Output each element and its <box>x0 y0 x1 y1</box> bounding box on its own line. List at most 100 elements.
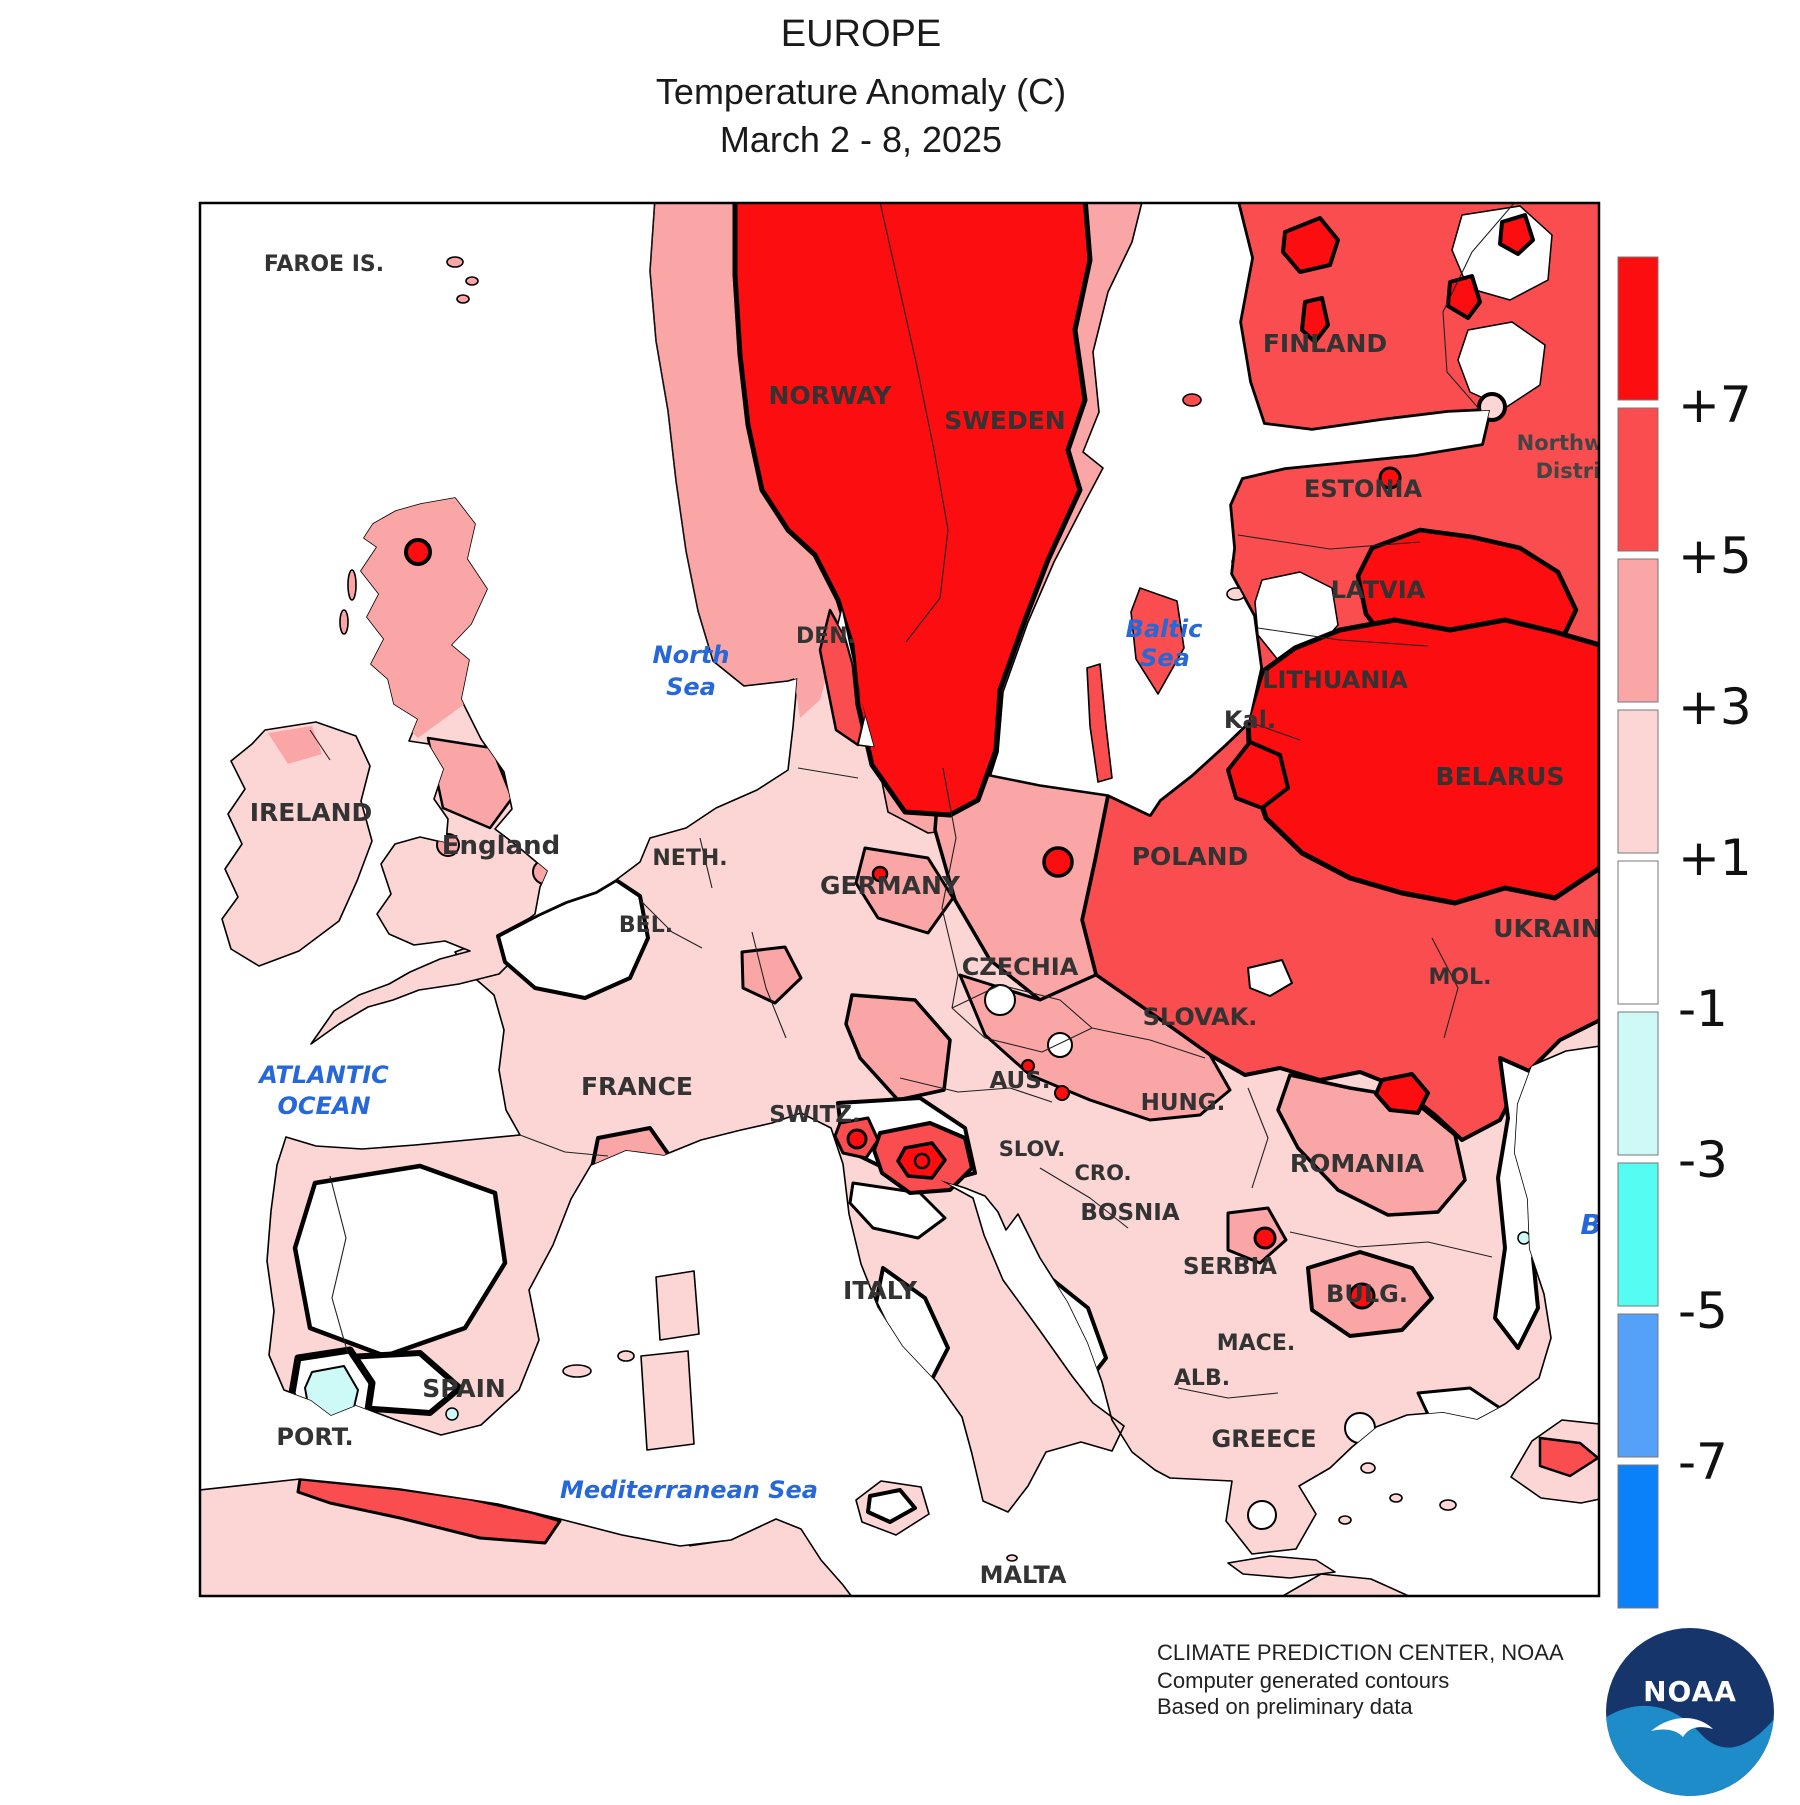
legend-swatch-m3-m5 <box>1617 1162 1659 1307</box>
anomaly-core-finland-1 <box>1281 216 1340 274</box>
label-sweden: SWEDEN <box>944 406 1065 435</box>
anomaly-core-estonia-dot <box>1378 466 1402 490</box>
label-lithuania: LITHUANIA <box>1262 666 1408 694</box>
attribution: CLIMATE PREDICTION CENTER, NOAA Computer… <box>1157 1640 1564 1719</box>
lake-ladoga-region <box>1457 321 1546 409</box>
border-denmark-germany <box>797 767 859 779</box>
border-france-germany <box>751 931 787 1039</box>
border-france-spain <box>519 1134 609 1157</box>
anomaly-core-scotland <box>404 538 432 566</box>
legend-colorbar: +7 +5 +3 +1 -1 -3 -5 -7 <box>1617 256 1752 1609</box>
island-corsica <box>655 1270 700 1341</box>
island-faroe-3 <box>456 294 470 304</box>
label-latvia: LATVIA <box>1331 576 1426 604</box>
label-mediterranean-sea: Mediterranean Sea <box>560 1476 818 1504</box>
anomaly-core-poland-dot <box>1042 846 1074 878</box>
label-france: FRANCE <box>581 1072 693 1101</box>
border-slovakia <box>1091 1027 1206 1059</box>
anomaly-cyan-s-spain <box>445 1407 459 1421</box>
legend-value-m3: -3 <box>1678 1131 1728 1189</box>
anomaly-core-kaliningrad <box>1226 740 1290 810</box>
legend-swatch-1-3 <box>1617 709 1659 854</box>
label-slovenia: SLOV. <box>999 1137 1066 1161</box>
anomaly-spot-peloponnese-white <box>1247 1500 1277 1530</box>
anomaly-spot-slovakia-white <box>1247 959 1293 997</box>
legend-value-p3: +3 <box>1678 678 1752 736</box>
label-belarus: BELARUS <box>1436 762 1565 791</box>
label-austria: AUS. <box>989 1068 1050 1094</box>
label-czechia: CZECHIA <box>962 953 1079 981</box>
label-croatia: CRO. <box>1075 1161 1132 1185</box>
border-poland-germany <box>941 767 959 1009</box>
anomaly-region-n-ireland <box>268 726 322 764</box>
label-black-sea: B <box>1580 1208 1601 1241</box>
legend-value-m1: -1 <box>1678 980 1728 1038</box>
label-ukraine: UKRAINE <box>1493 914 1619 943</box>
label-northwest-district-2: Distri <box>1536 459 1601 483</box>
label-bulgaria: BULG. <box>1326 1280 1408 1308</box>
anomaly-core-west-alps <box>846 1128 868 1150</box>
legend-swatch-gt7 <box>1617 256 1659 401</box>
label-norway: NORWAY <box>769 381 893 410</box>
border-austria-italy <box>899 1077 1053 1103</box>
border-ireland-ni <box>309 729 331 761</box>
label-estonia: ESTONIA <box>1304 475 1422 503</box>
island-rhodes <box>1439 1499 1457 1511</box>
legend-value-p5: +5 <box>1678 527 1752 585</box>
map-country-labels: FAROE IS. NORWAY SWEDEN FINLAND ESTONIA … <box>250 252 1619 1589</box>
label-switzerland: SWITZ. <box>769 1102 861 1128</box>
label-malta: MALTA <box>980 1561 1067 1589</box>
anomaly-core-bulgaria <box>1348 1282 1376 1310</box>
border-portugal-spain <box>329 1175 349 1355</box>
map-borders-layer <box>309 203 1515 1399</box>
anomaly-cyan-blacksea-2 <box>1517 1231 1531 1245</box>
border-belgium-france <box>639 899 703 949</box>
attribution-line-1: CLIMATE PREDICTION CENTER, NOAA <box>1157 1640 1564 1665</box>
legend-swatch-neutral <box>1617 860 1659 1005</box>
legend-swatch-m5-m7 <box>1617 1313 1659 1458</box>
border-finland-russia <box>1442 203 1515 411</box>
anomaly-region-scotland <box>352 498 502 738</box>
anomaly-region-spain-white <box>292 1163 508 1359</box>
border-croatia-bosnia <box>1039 1167 1129 1229</box>
coast-ireland <box>221 721 373 967</box>
anomaly-region-sw-germany <box>844 993 952 1102</box>
island-aegean-3 <box>1338 1515 1352 1525</box>
anomaly-core-russia-1 <box>1498 213 1535 256</box>
anomaly-core-scandinavia <box>732 203 1093 818</box>
attribution-line-2: Computer generated contours <box>1157 1668 1449 1693</box>
island-oland <box>1086 663 1113 783</box>
anomaly-spot-czech-white-2 <box>1047 1032 1073 1058</box>
island-aegean-2 <box>1389 1493 1403 1503</box>
label-romania: ROMANIA <box>1290 1149 1425 1178</box>
anomaly-region-nw-france-white <box>496 878 650 1000</box>
label-serbia: SERBIA <box>1183 1254 1277 1280</box>
anomaly-core-austria-2 <box>1054 1085 1070 1101</box>
label-moldova: MOL. <box>1429 965 1492 990</box>
border-romania-bulgaria <box>1289 1231 1493 1258</box>
island-hebrides-1 <box>347 569 357 601</box>
attribution-line-3: Based on preliminary data <box>1157 1694 1413 1719</box>
island-faroe-1 <box>446 256 464 268</box>
anomaly-ring-sicily-white <box>866 1488 917 1524</box>
label-northwest-district-1: Northw <box>1517 431 1604 455</box>
label-faroe-islands: FAROE IS. <box>264 252 384 277</box>
border-lithuania-kaliningrad <box>1248 721 1301 741</box>
page-subtitle: Temperature Anomaly (C) <box>656 71 1066 112</box>
legend-value-m7: -7 <box>1678 1433 1728 1491</box>
island-malta <box>1006 1554 1018 1562</box>
label-north-sea-1: North <box>653 641 730 669</box>
label-north-sea-2: Sea <box>666 673 716 701</box>
island-mallorca <box>562 1364 592 1378</box>
anomaly-core-austria-1 <box>1021 1059 1035 1073</box>
island-gotland <box>1130 587 1185 695</box>
coast-libya <box>1281 1573 1411 1596</box>
label-greece: GREECE <box>1212 1425 1317 1453</box>
label-hungary: HUNG. <box>1141 1090 1226 1116</box>
label-baltic-sea-1: Baltic <box>1126 615 1203 643</box>
border-netherlands-germany <box>699 837 713 889</box>
anomaly-core-finland-2 <box>1300 296 1330 344</box>
island-aegean-1 <box>1360 1462 1376 1474</box>
label-macedonia: MACE. <box>1217 1331 1295 1356</box>
